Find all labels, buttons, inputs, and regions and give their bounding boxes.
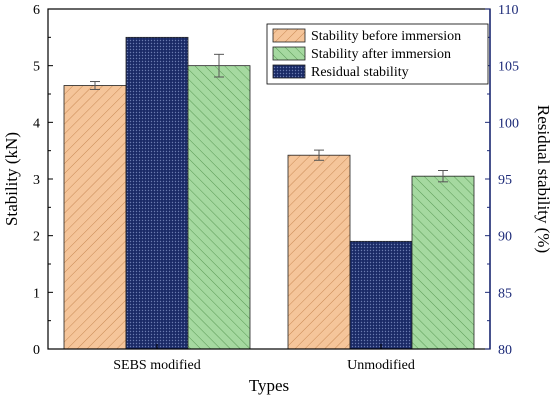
y-tick-label: 5: [33, 60, 40, 75]
x-tick-label: SEBS modified: [113, 358, 201, 373]
right-axis-ticks: 80 85 90 95 100 105 110: [485, 3, 519, 358]
y-tick-label: 3: [33, 173, 40, 188]
legend-label: Stability after immersion: [311, 47, 451, 62]
error-bar-0-1: [314, 149, 324, 161]
left-axis-ticks: 0 1 2 3 4 5 6: [33, 3, 53, 358]
x-axis-title: Types: [249, 376, 289, 395]
y2-tick-label: 80: [498, 343, 512, 358]
legend-swatch: [272, 28, 306, 43]
y-tick-label: 0: [33, 343, 40, 358]
legend-swatch: [272, 64, 306, 79]
error-bar-0-0: [90, 81, 100, 90]
bar-1-1: [349, 240, 413, 350]
y-axis-title: Stability (kN): [2, 132, 21, 226]
y2-tick-label: 90: [498, 230, 512, 245]
y-tick-label: 4: [33, 116, 40, 131]
legend-label: Stability before immersion: [311, 29, 461, 44]
y2-tick-label: 110: [498, 3, 518, 18]
bars: [63, 36, 475, 350]
error-bar-2-1: [438, 170, 448, 183]
error-bars: [90, 53, 448, 183]
y2-tick-label: 105: [498, 60, 519, 75]
y2-tick-label: 100: [498, 116, 519, 131]
bar-2-1: [411, 175, 475, 350]
y2-tick-label: 95: [498, 173, 512, 188]
legend: Stability before immersion Stability afte…: [266, 23, 489, 85]
legend-label: Residual stability: [311, 65, 409, 80]
bar-0-0: [63, 85, 127, 350]
error-bar-2-0: [214, 53, 224, 78]
x-tick-label: Unmodified: [347, 358, 415, 373]
bar-2-0: [187, 65, 251, 350]
bar-1-0: [125, 36, 189, 350]
y-tick-label: 2: [33, 230, 40, 245]
y-tick-label: 6: [33, 3, 40, 18]
legend-swatch: [272, 46, 306, 61]
y-tick-label: 1: [33, 286, 40, 301]
x-axis-ticks: SEBS modified Unmodified: [113, 344, 415, 373]
y2-axis-title: Residual stability (%): [534, 105, 550, 253]
y2-tick-label: 85: [498, 286, 512, 301]
bar-0-1: [287, 154, 351, 350]
